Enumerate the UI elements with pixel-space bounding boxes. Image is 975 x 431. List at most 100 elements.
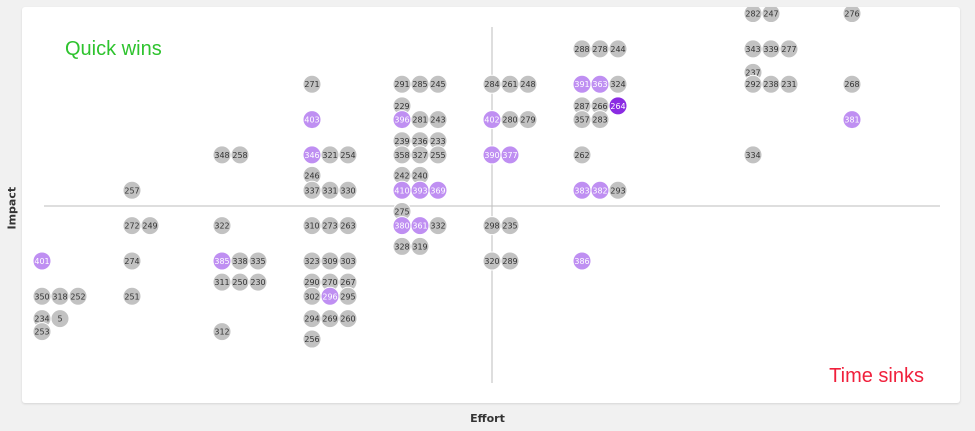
point-marker[interactable] bbox=[842, 110, 862, 130]
matrix-point-281[interactable]: 281 bbox=[410, 110, 430, 130]
point-marker[interactable] bbox=[230, 145, 250, 165]
point-marker[interactable] bbox=[572, 145, 592, 165]
point-marker[interactable] bbox=[32, 251, 52, 271]
point-marker[interactable] bbox=[50, 309, 70, 329]
matrix-point-249[interactable]: 249 bbox=[140, 216, 160, 236]
matrix-point-258[interactable]: 258 bbox=[230, 145, 250, 165]
matrix-point-385[interactable]: 385 bbox=[212, 251, 232, 271]
point-marker[interactable] bbox=[68, 286, 88, 306]
point-marker[interactable] bbox=[428, 180, 448, 200]
point-marker[interactable] bbox=[428, 74, 448, 94]
matrix-point-410[interactable]: 410 bbox=[392, 180, 412, 200]
point-marker[interactable] bbox=[590, 110, 610, 130]
point-marker[interactable] bbox=[248, 272, 268, 292]
matrix-point-369[interactable]: 369 bbox=[428, 180, 448, 200]
matrix-point-343[interactable]: 343 bbox=[743, 39, 763, 59]
matrix-point-393[interactable]: 393 bbox=[410, 180, 430, 200]
point-marker[interactable] bbox=[428, 110, 448, 130]
point-marker[interactable] bbox=[212, 216, 232, 236]
matrix-point-278[interactable]: 278 bbox=[590, 39, 610, 59]
matrix-point-337[interactable]: 337 bbox=[302, 180, 322, 200]
matrix-point-381[interactable]: 381 bbox=[842, 110, 862, 130]
point-marker[interactable] bbox=[572, 251, 592, 271]
point-marker[interactable] bbox=[410, 236, 430, 256]
matrix-point-319[interactable]: 319 bbox=[410, 236, 430, 256]
matrix-point-283[interactable]: 283 bbox=[590, 110, 610, 130]
point-marker[interactable] bbox=[302, 74, 322, 94]
point-marker[interactable] bbox=[428, 216, 448, 236]
matrix-point-269[interactable]: 269 bbox=[320, 309, 340, 329]
matrix-point-363[interactable]: 363 bbox=[590, 74, 610, 94]
matrix-point-277[interactable]: 277 bbox=[779, 39, 799, 59]
matrix-point-303[interactable]: 303 bbox=[338, 251, 358, 271]
point-marker[interactable] bbox=[743, 145, 763, 165]
matrix-point-328[interactable]: 328 bbox=[392, 236, 412, 256]
matrix-point-256[interactable]: 256 bbox=[302, 329, 322, 349]
matrix-point-273[interactable]: 273 bbox=[320, 216, 340, 236]
matrix-point-293[interactable]: 293 bbox=[608, 180, 628, 200]
point-marker[interactable] bbox=[500, 216, 520, 236]
matrix-point-291[interactable]: 291 bbox=[392, 74, 412, 94]
point-marker[interactable] bbox=[338, 286, 358, 306]
point-marker[interactable] bbox=[338, 309, 358, 329]
matrix-point-243[interactable]: 243 bbox=[428, 110, 448, 130]
matrix-point-296[interactable]: 296 bbox=[320, 286, 340, 306]
matrix-point-334[interactable]: 334 bbox=[743, 145, 763, 165]
matrix-point-292[interactable]: 292 bbox=[743, 74, 763, 94]
point-marker[interactable] bbox=[842, 74, 862, 94]
matrix-point-276[interactable]: 276 bbox=[842, 7, 862, 24]
matrix-point-346[interactable]: 346 bbox=[302, 145, 322, 165]
matrix-point-230[interactable]: 230 bbox=[248, 272, 268, 292]
matrix-point-309[interactable]: 309 bbox=[320, 251, 340, 271]
matrix-point-311[interactable]: 311 bbox=[212, 272, 232, 292]
matrix-point-312[interactable]: 312 bbox=[212, 322, 232, 342]
matrix-point-279[interactable]: 279 bbox=[518, 110, 538, 130]
matrix-point-282[interactable]: 282 bbox=[743, 7, 763, 24]
matrix-point-331[interactable]: 331 bbox=[320, 180, 340, 200]
point-marker[interactable] bbox=[608, 180, 628, 200]
matrix-point-323[interactable]: 323 bbox=[302, 251, 322, 271]
matrix-point-253[interactable]: 253 bbox=[32, 322, 52, 342]
matrix-point-248[interactable]: 248 bbox=[518, 74, 538, 94]
matrix-point-383[interactable]: 383 bbox=[572, 180, 592, 200]
matrix-point-268[interactable]: 268 bbox=[842, 74, 862, 94]
matrix-point-348[interactable]: 348 bbox=[212, 145, 232, 165]
matrix-point-320[interactable]: 320 bbox=[482, 251, 502, 271]
matrix-point-244[interactable]: 244 bbox=[608, 39, 628, 59]
matrix-point-298[interactable]: 298 bbox=[482, 216, 502, 236]
matrix-point-235[interactable]: 235 bbox=[500, 216, 520, 236]
point-marker[interactable] bbox=[608, 39, 628, 59]
point-marker[interactable] bbox=[248, 251, 268, 271]
point-marker[interactable] bbox=[608, 96, 628, 116]
matrix-point-240[interactable]: 240 bbox=[410, 165, 430, 185]
matrix-point-350[interactable]: 350 bbox=[32, 286, 52, 306]
matrix-point-402[interactable]: 402 bbox=[482, 110, 502, 130]
point-marker[interactable] bbox=[779, 39, 799, 59]
matrix-point-231[interactable]: 231 bbox=[779, 74, 799, 94]
matrix-point-339[interactable]: 339 bbox=[761, 39, 781, 59]
matrix-point-324[interactable]: 324 bbox=[608, 74, 628, 94]
matrix-point-380[interactable]: 380 bbox=[392, 216, 412, 236]
point-marker[interactable] bbox=[428, 145, 448, 165]
matrix-point-280[interactable]: 280 bbox=[500, 110, 520, 130]
point-marker[interactable] bbox=[338, 251, 358, 271]
matrix-point-386[interactable]: 386 bbox=[572, 251, 592, 271]
matrix-point-327[interactable]: 327 bbox=[410, 145, 430, 165]
matrix-point-401[interactable]: 401 bbox=[32, 251, 52, 271]
matrix-point-289[interactable]: 289 bbox=[500, 251, 520, 271]
matrix-point-338[interactable]: 338 bbox=[230, 251, 250, 271]
matrix-point-321[interactable]: 321 bbox=[320, 145, 340, 165]
point-marker[interactable] bbox=[212, 322, 232, 342]
matrix-point-251[interactable]: 251 bbox=[122, 286, 142, 306]
matrix-point-264[interactable]: 264 bbox=[608, 96, 628, 116]
matrix-point-288[interactable]: 288 bbox=[572, 39, 592, 59]
point-marker[interactable] bbox=[338, 216, 358, 236]
matrix-point-335[interactable]: 335 bbox=[248, 251, 268, 271]
matrix-point-255[interactable]: 255 bbox=[428, 145, 448, 165]
matrix-point-274[interactable]: 274 bbox=[122, 251, 142, 271]
matrix-point-332[interactable]: 332 bbox=[428, 216, 448, 236]
matrix-point-272[interactable]: 272 bbox=[122, 216, 142, 236]
point-marker[interactable] bbox=[500, 145, 520, 165]
matrix-point-252[interactable]: 252 bbox=[68, 286, 88, 306]
matrix-point-247[interactable]: 247 bbox=[761, 7, 781, 24]
